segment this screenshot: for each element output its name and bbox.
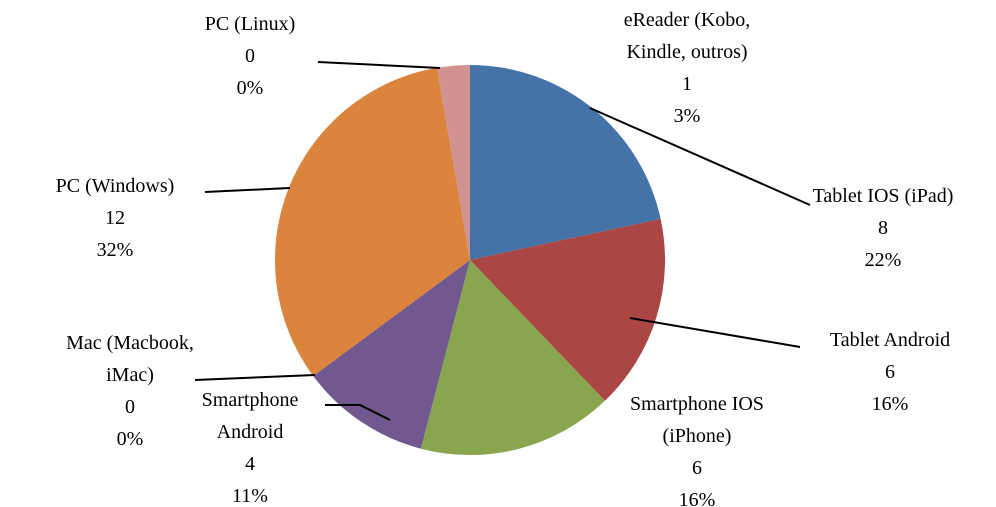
value-label: 8: [878, 217, 888, 239]
percent-label: 3%: [673, 105, 701, 127]
category-label: Tablet Android: [829, 329, 951, 351]
category-label: PC (Windows): [55, 175, 175, 197]
data-label: Tablet Android 6 16%: [790, 324, 990, 420]
percent-label: 16%: [871, 393, 909, 415]
percent-label: 32%: [96, 239, 134, 261]
leader-line: [589, 107, 811, 206]
value-label: 6: [692, 457, 702, 479]
value-label: 12: [105, 207, 125, 229]
data-label: Smartphone Android 4 11%: [175, 384, 325, 507]
data-label: Tablet IOS (iPad) 8 22%: [783, 180, 983, 276]
pie-slice: [420, 260, 605, 455]
percent-label: 0%: [116, 428, 144, 450]
value-label: 0: [125, 396, 135, 418]
category-label: PC (Linux): [204, 13, 296, 35]
leader-line: [629, 317, 801, 348]
percent-label: 11%: [232, 485, 268, 507]
category-label: Smartphone IOS (iPhone): [630, 393, 764, 447]
category-label: Mac (Macbook, iMac): [66, 332, 194, 386]
pie-slice: [437, 65, 470, 260]
data-label: Smartphone IOS (iPhone) 6 16%: [597, 388, 797, 507]
category-label: Tablet IOS (iPad): [812, 185, 954, 207]
category-label: Smartphone Android: [201, 389, 299, 443]
leader-line: [317, 61, 441, 69]
data-label: eReader (Kobo, Kindle, outros) 1 3%: [600, 4, 775, 132]
percent-label: 22%: [864, 249, 902, 271]
leader-line: [325, 404, 391, 421]
data-label: Mac (Macbook, iMac) 0 0%: [45, 327, 215, 455]
pie-slice: [470, 218, 666, 401]
data-label: PC (Windows) 12 32%: [20, 170, 210, 266]
percent-label: 0%: [236, 77, 264, 99]
value-label: 1: [682, 73, 692, 95]
value-label: 4: [245, 453, 255, 475]
leader-line: [194, 374, 316, 381]
value-label: 6: [885, 361, 895, 383]
value-label: 0: [245, 45, 255, 67]
pie-slice: [275, 67, 470, 376]
category-label: eReader (Kobo, Kindle, outros): [623, 9, 751, 63]
pie-slice: [470, 65, 661, 260]
leader-line: [204, 187, 291, 193]
percent-label: 16%: [678, 489, 716, 507]
pie-slice: [313, 260, 470, 449]
data-label: PC (Linux) 0 0%: [170, 8, 330, 104]
